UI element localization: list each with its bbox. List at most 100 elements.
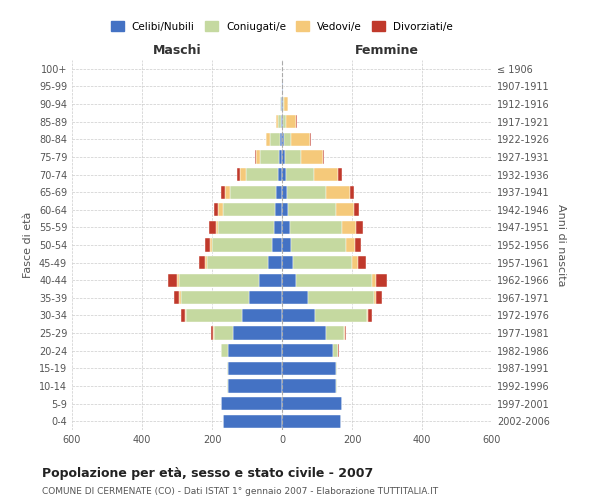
Bar (358, 256, 366, 269)
Bar (282, 362, 336, 375)
Bar (221, 397, 282, 410)
Bar (223, 203, 275, 216)
Bar (284, 132, 291, 146)
Bar (282, 115, 283, 128)
Bar (225, 186, 230, 198)
Text: Femmine: Femmine (355, 44, 419, 58)
Bar (275, 203, 282, 216)
Bar (282, 221, 290, 234)
Bar (315, 309, 367, 322)
Bar (293, 256, 352, 269)
Bar (338, 168, 341, 181)
Text: Maschi: Maschi (152, 44, 202, 58)
Bar (367, 309, 368, 322)
Text: Popolazione per età, sesso e stato civile - 2007: Popolazione per età, sesso e stato civil… (42, 468, 373, 480)
Bar (274, 221, 282, 234)
Bar (214, 326, 233, 340)
Bar (214, 203, 218, 216)
Bar (270, 132, 280, 146)
Bar (308, 291, 374, 304)
Bar (218, 221, 274, 234)
Bar (240, 168, 247, 181)
Bar (341, 221, 355, 234)
Bar (211, 326, 213, 340)
Bar (282, 256, 293, 269)
Bar (227, 362, 228, 375)
Bar (178, 274, 179, 287)
Bar (376, 274, 387, 287)
Bar (368, 309, 371, 322)
Bar (212, 238, 271, 252)
Text: COMUNE DI CERMENATE (CO) - Dati ISTAT 1° gennaio 2007 - Elaborazione TUTTITALIA.: COMUNE DI CERMENATE (CO) - Dati ISTAT 1°… (42, 488, 438, 496)
Y-axis label: Fasce di età: Fasce di età (23, 212, 33, 278)
Bar (282, 397, 342, 410)
Bar (280, 132, 282, 146)
Bar (278, 168, 282, 181)
Bar (282, 132, 284, 146)
Bar (259, 274, 282, 287)
Bar (355, 221, 363, 234)
Bar (333, 344, 338, 358)
Bar (326, 186, 350, 198)
Bar (282, 274, 296, 287)
Bar (205, 238, 210, 252)
Bar (372, 274, 376, 287)
Bar (286, 168, 314, 181)
Bar (286, 115, 296, 128)
Bar (228, 344, 282, 358)
Bar (335, 203, 354, 216)
Bar (276, 186, 282, 198)
Bar (279, 150, 282, 164)
Bar (266, 132, 270, 146)
Bar (278, 115, 281, 128)
Bar (281, 115, 282, 128)
Bar (247, 168, 278, 181)
Bar (242, 309, 282, 322)
Bar (282, 150, 285, 164)
Bar (249, 291, 282, 304)
Bar (181, 309, 185, 322)
Bar (233, 326, 282, 340)
Bar (260, 150, 279, 164)
Bar (186, 309, 242, 322)
Bar (285, 150, 301, 164)
Bar (314, 168, 338, 181)
Bar (205, 256, 207, 269)
Bar (282, 344, 333, 358)
Bar (174, 291, 179, 304)
Bar (268, 256, 282, 269)
Bar (282, 380, 336, 392)
Bar (282, 203, 289, 216)
Bar (282, 98, 283, 110)
Bar (199, 256, 205, 269)
Bar (237, 168, 240, 181)
Bar (227, 380, 228, 392)
Bar (271, 238, 282, 252)
Bar (284, 98, 287, 110)
Bar (374, 291, 376, 304)
Bar (221, 344, 228, 358)
Bar (281, 98, 282, 110)
Bar (215, 221, 218, 234)
Bar (291, 132, 310, 146)
Bar (228, 380, 282, 392)
Bar (301, 150, 323, 164)
Bar (223, 414, 282, 428)
Bar (282, 326, 326, 340)
Bar (213, 326, 214, 340)
Bar (352, 256, 358, 269)
Bar (282, 238, 291, 252)
Bar (207, 256, 268, 269)
Bar (336, 362, 337, 375)
Bar (282, 414, 341, 428)
Bar (346, 238, 355, 252)
Bar (376, 291, 382, 304)
Legend: Celibi/Nubili, Coniugati/e, Vedovi/e, Divorziati/e: Celibi/Nubili, Coniugati/e, Vedovi/e, Di… (107, 17, 457, 36)
Bar (282, 186, 287, 198)
Bar (280, 98, 281, 110)
Bar (282, 309, 315, 322)
Bar (179, 274, 259, 287)
Bar (277, 115, 278, 128)
Bar (179, 291, 181, 304)
Bar (326, 326, 344, 340)
